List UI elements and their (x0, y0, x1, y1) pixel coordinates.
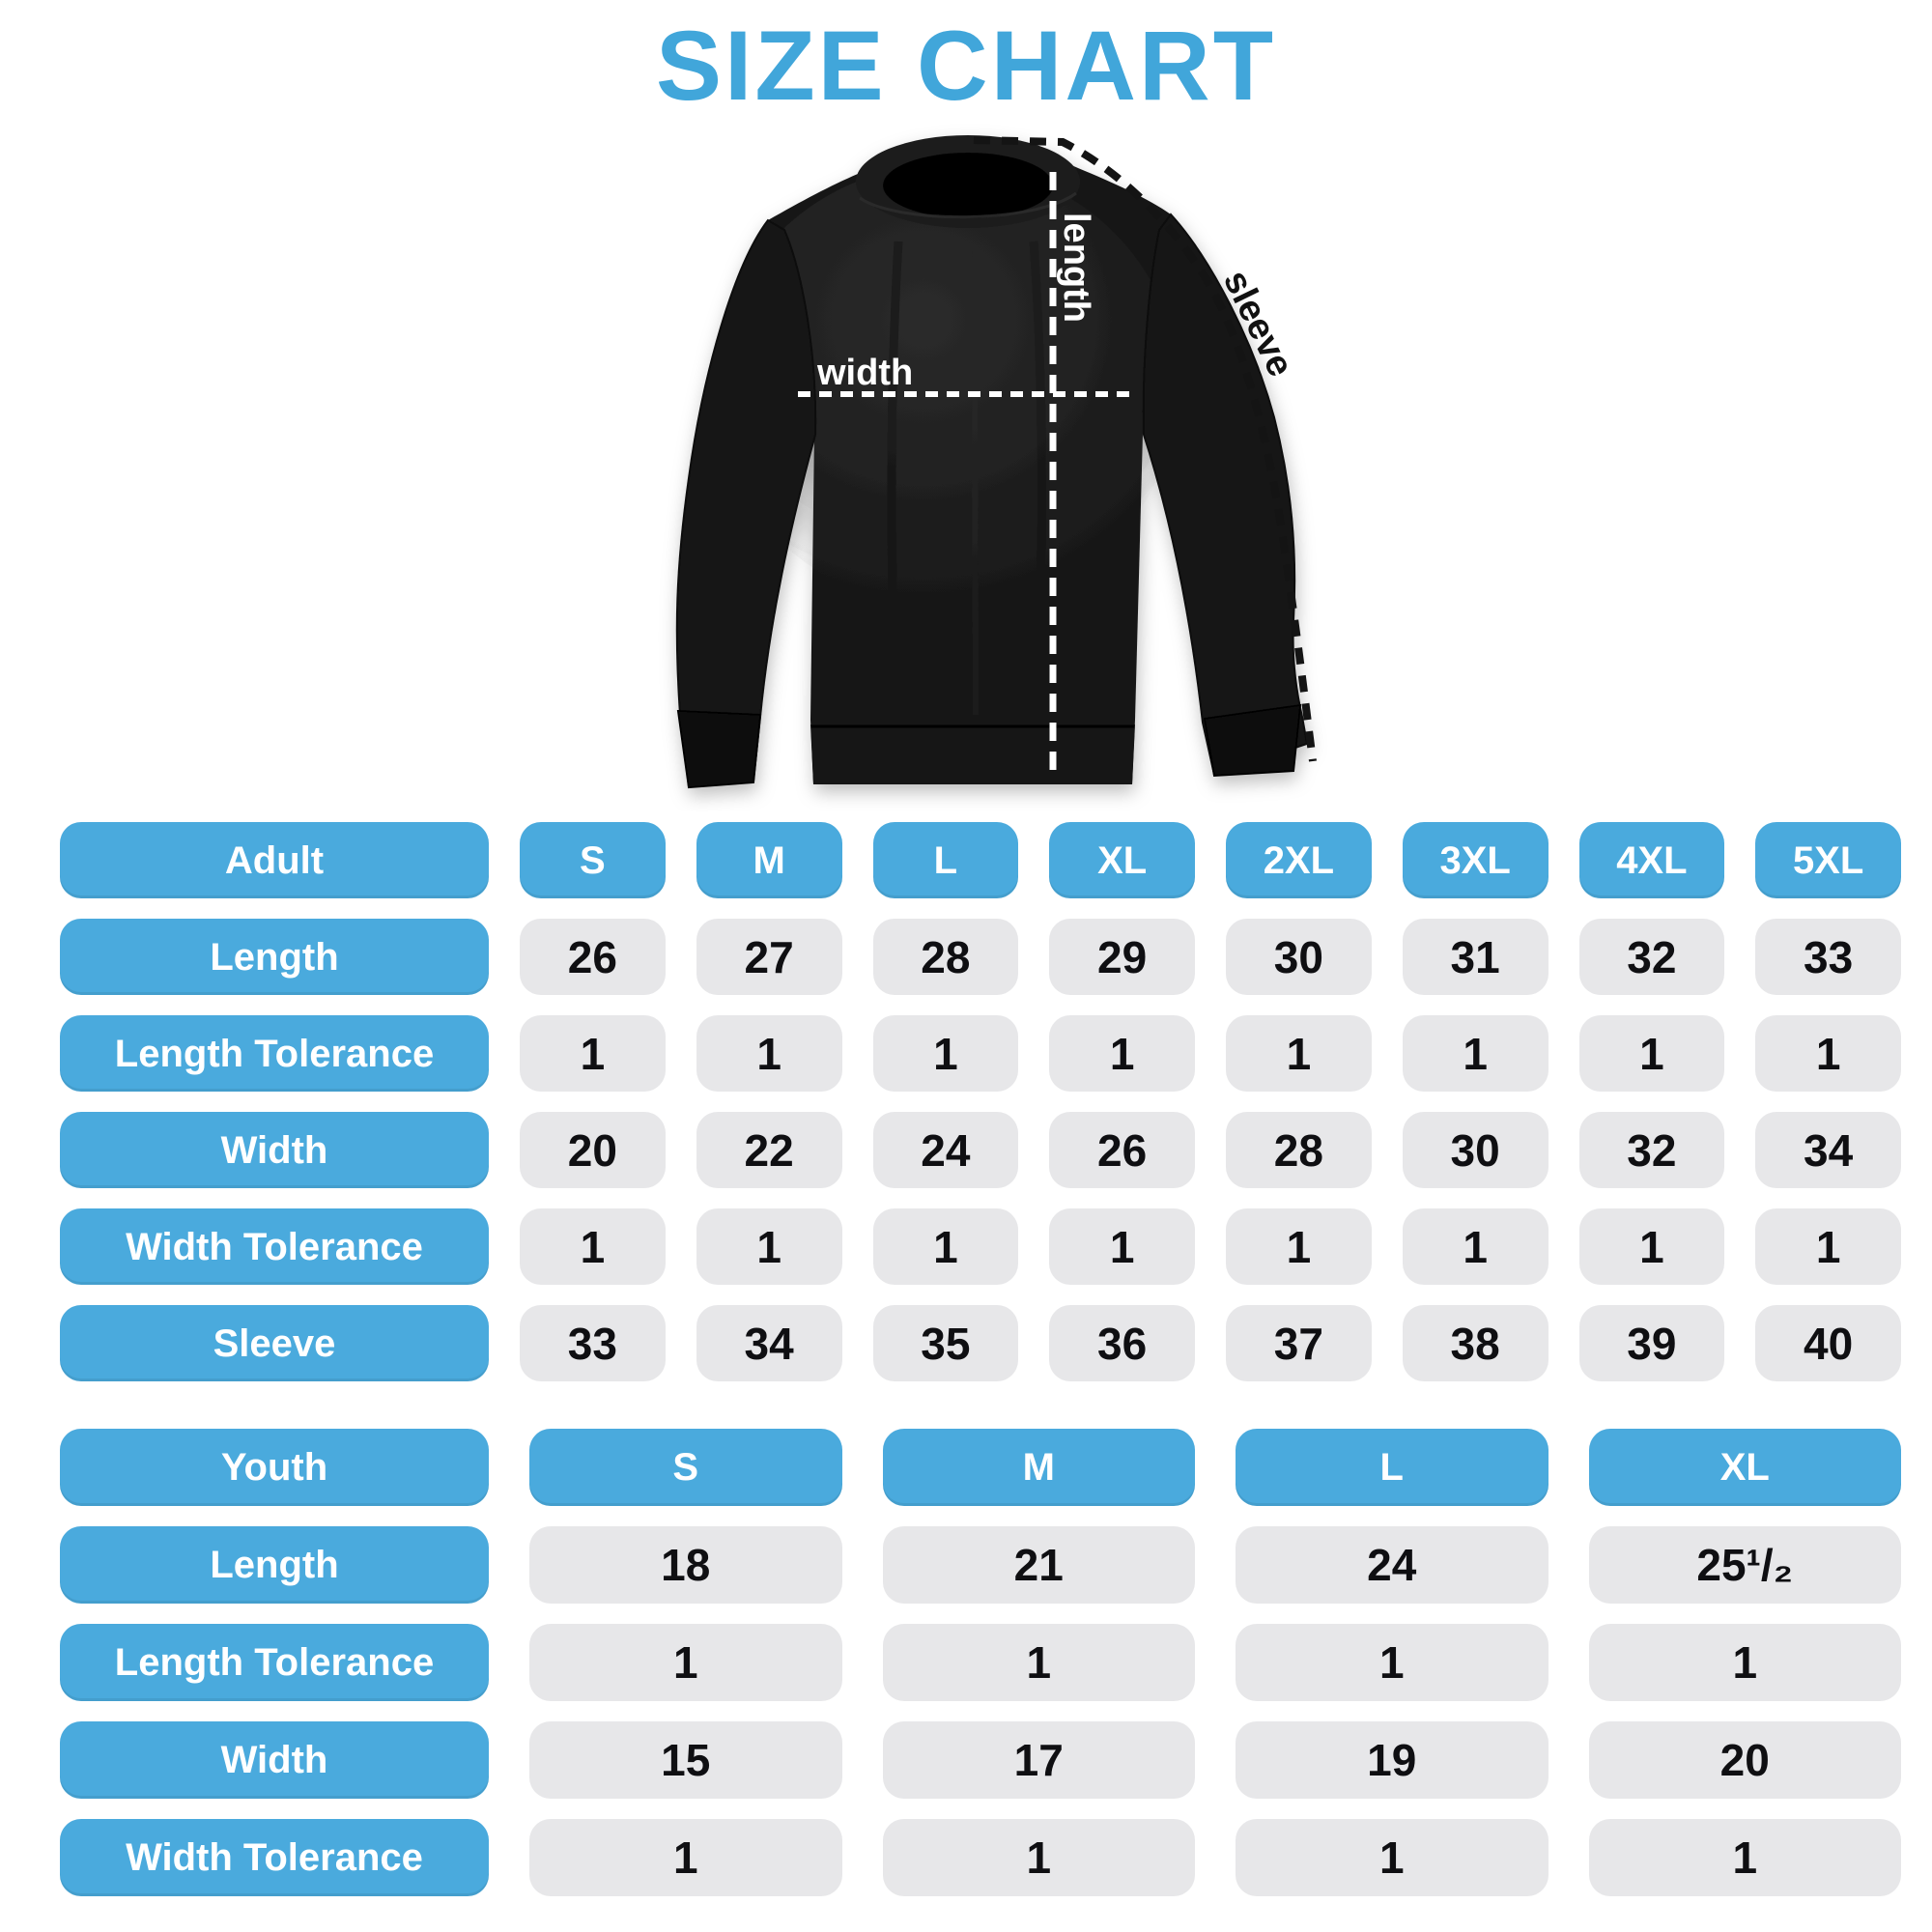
data-cell: 37 (1226, 1305, 1372, 1381)
data-cell: 32 (1578, 1112, 1725, 1188)
data-cell: 1 (529, 1819, 842, 1896)
data-cell: 20 (520, 1112, 666, 1188)
data-cell: 32 (1578, 919, 1725, 995)
data-cell: 33 (1755, 919, 1901, 995)
data-cell: 26 (1049, 1112, 1195, 1188)
adult-size-table: Adult S M L XL 2XL 3XL 4XL 5XL Length 26 27 28 29 30 31… (60, 822, 1901, 1381)
data-cell: 1 (872, 1015, 1019, 1092)
right-cuff (1203, 703, 1302, 778)
right-sleeve (1142, 213, 1309, 777)
data-cell: 1 (872, 1208, 1019, 1285)
size-column-header: S (529, 1429, 842, 1506)
data-cell: 21 (882, 1526, 1195, 1604)
data-cell: 34 (1755, 1112, 1901, 1188)
sleeve-measure-line (973, 136, 1317, 762)
table-name-header: Adult (60, 822, 489, 898)
data-cell: 1 (1588, 1624, 1901, 1701)
length-label: length (1056, 213, 1096, 323)
size-column-header: L (1236, 1429, 1548, 1506)
data-cell: 33 (520, 1305, 666, 1381)
data-cell: 1 (1236, 1624, 1548, 1701)
data-cell: 1 (1226, 1208, 1372, 1285)
row-label: Sleeve (60, 1305, 489, 1381)
row-label: Width Tolerance (60, 1819, 489, 1896)
data-cell: 1 (1588, 1819, 1901, 1896)
data-cell: 30 (1402, 1112, 1548, 1188)
data-cell: 1 (696, 1208, 842, 1285)
left-sleeve (675, 218, 817, 788)
data-cell: 31 (1402, 919, 1548, 995)
data-cell: 26 (520, 919, 666, 995)
row-label: Length Tolerance (60, 1015, 489, 1092)
data-cell: 15 (529, 1721, 842, 1799)
row-label: Length Tolerance (60, 1624, 489, 1701)
data-cell: 38 (1402, 1305, 1548, 1381)
youth-size-table: Youth S M L XL Length 18 21 24 25¹/₂ Length Tolera… (60, 1429, 1901, 1896)
row-label: Length (60, 919, 489, 995)
page-title: SIZE CHART (656, 11, 1276, 121)
data-cell: 1 (1755, 1208, 1901, 1285)
data-cell: 25¹/₂ (1588, 1526, 1901, 1604)
size-column-header: 2XL (1226, 822, 1372, 898)
data-cell: 1 (520, 1015, 666, 1092)
data-cell: 1 (1578, 1208, 1725, 1285)
left-cuff (676, 709, 762, 789)
data-cell: 28 (872, 919, 1019, 995)
sweatshirt-graphic (675, 135, 1309, 789)
data-cell: 28 (1226, 1112, 1372, 1188)
data-cell: 1 (1402, 1208, 1548, 1285)
data-cell: 17 (882, 1721, 1195, 1799)
row-label: Width (60, 1112, 489, 1188)
hem-band (810, 724, 1135, 784)
data-cell: 1 (1049, 1208, 1195, 1285)
size-column-header: S (520, 822, 666, 898)
row-label: Length (60, 1526, 489, 1604)
size-column-header: XL (1049, 822, 1195, 898)
data-cell: 1 (1226, 1015, 1372, 1092)
data-cell: 39 (1578, 1305, 1725, 1381)
size-column-header: 5XL (1755, 822, 1901, 898)
data-cell: 19 (1236, 1721, 1548, 1799)
size-column-header: L (872, 822, 1019, 898)
size-column-header: M (882, 1429, 1195, 1506)
data-cell: 29 (1049, 919, 1195, 995)
collar-opening (883, 153, 1053, 218)
data-cell: 1 (882, 1624, 1195, 1701)
data-cell: 34 (696, 1305, 842, 1381)
row-label: Width Tolerance (60, 1208, 489, 1285)
data-cell: 1 (520, 1208, 666, 1285)
data-cell: 24 (1236, 1526, 1548, 1604)
data-cell: 22 (696, 1112, 842, 1188)
data-cell: 18 (529, 1526, 842, 1604)
sweatshirt-measurement-diagram: length width sleeve (675, 135, 1317, 789)
data-cell: 20 (1588, 1721, 1901, 1799)
data-cell: 27 (696, 919, 842, 995)
data-cell: 1 (882, 1819, 1195, 1896)
size-column-header: XL (1588, 1429, 1901, 1506)
data-cell: 36 (1049, 1305, 1195, 1381)
row-label: Width (60, 1721, 489, 1799)
data-cell: 24 (872, 1112, 1019, 1188)
data-cell: 1 (1402, 1015, 1548, 1092)
table-name-header: Youth (60, 1429, 489, 1506)
data-cell: 30 (1226, 919, 1372, 995)
width-label: width (816, 353, 913, 393)
data-cell: 40 (1755, 1305, 1901, 1381)
data-cell: 1 (529, 1624, 842, 1701)
size-column-header: 4XL (1578, 822, 1725, 898)
data-cell: 1 (1049, 1015, 1195, 1092)
data-cell: 1 (696, 1015, 842, 1092)
data-cell: 1 (1236, 1819, 1548, 1896)
data-cell: 1 (1755, 1015, 1901, 1092)
size-column-header: M (696, 822, 842, 898)
data-cell: 1 (1578, 1015, 1725, 1092)
data-cell: 35 (872, 1305, 1019, 1381)
size-column-header: 3XL (1402, 822, 1548, 898)
